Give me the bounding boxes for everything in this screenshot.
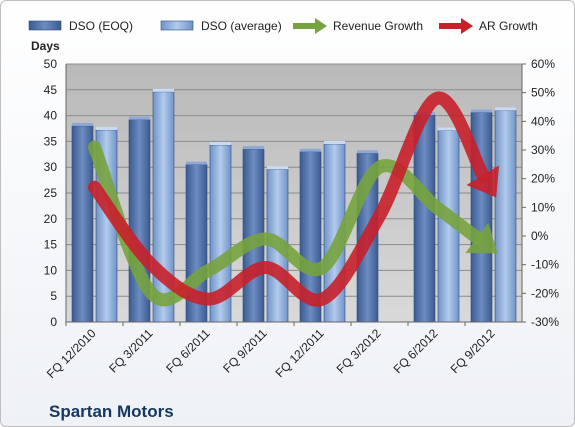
arrow-line	[88, 140, 484, 307]
arrow-head	[466, 165, 500, 198]
bar-cap	[495, 107, 516, 111]
y-right-tick-label: -20%	[531, 286, 559, 300]
legend-label: Revenue Growth	[333, 19, 423, 33]
y-right-tick-label: 10%	[531, 200, 555, 214]
y-right-tick-label: -30%	[531, 315, 559, 329]
bar	[71, 125, 94, 323]
legend-label: DSO (EOQ)	[69, 19, 133, 33]
bar-cap	[438, 127, 459, 131]
y-left-tick-label: 0	[50, 315, 57, 329]
x-tick-label: FQ 12/2010	[44, 326, 99, 381]
y-right-tick-label: 30%	[531, 143, 555, 157]
y-right-tick-label: 60%	[531, 57, 555, 71]
x-tick-label: FQ 12/2011	[273, 326, 327, 380]
bar-cap	[471, 109, 492, 113]
y-right-tick-label: 50%	[531, 86, 555, 100]
y-left-tick-label: 15	[44, 238, 58, 252]
legend-label: DSO (average)	[201, 19, 282, 33]
y-left-tick-label: 10	[44, 263, 58, 277]
bar-cap	[153, 88, 174, 92]
x-tick-label: FQ 3/2011	[106, 326, 156, 376]
y-right-tick-label: -10%	[531, 258, 559, 272]
y-left-tick-label: 40	[44, 109, 58, 123]
y-left-tick-label: 45	[44, 83, 58, 97]
y-left-axis-label: Days	[31, 39, 60, 53]
bar	[413, 114, 436, 323]
legend-item: Revenue Growth	[293, 18, 423, 34]
legend-label: AR Growth	[479, 19, 538, 33]
y-left-tick-label: 5	[50, 289, 57, 303]
y-left-tick-label: 20	[44, 212, 58, 226]
y-right-tick-label: 40%	[531, 114, 555, 128]
legend: DSO (EOQ) DSO (average) Revenue Growth AR G…	[28, 18, 538, 34]
arrow-line	[88, 91, 490, 307]
bar-cap	[72, 122, 93, 126]
y-left-tick-label: 25	[44, 186, 58, 200]
x-tick-label: FQ 3/2012	[334, 326, 384, 376]
company-name: Spartan Motors	[49, 402, 174, 421]
bar-cap	[324, 140, 345, 144]
x-tick-label: FQ 6/2012	[391, 326, 441, 376]
y-right-tick-label: 20%	[531, 172, 555, 186]
x-tick-label: FQ 6/2011	[163, 326, 213, 376]
legend-swatch-head	[315, 18, 327, 34]
x-tick-label: FQ 9/2011	[220, 326, 270, 376]
bar-cap	[300, 148, 321, 152]
legend-item: DSO (EOQ)	[28, 19, 133, 33]
legend-item: DSO (average)	[160, 19, 282, 33]
arrow-head	[465, 222, 498, 254]
bar-cap	[267, 166, 288, 170]
y-right-tick-label: 0%	[531, 229, 549, 243]
bar-cap	[357, 150, 378, 154]
x-tick-label: FQ 9/2012	[448, 326, 498, 376]
y-left-tick-label: 50	[44, 57, 58, 71]
y-left-tick-label: 35	[44, 134, 58, 148]
legend-swatch	[28, 20, 62, 31]
bar-cap	[96, 127, 117, 131]
growth-arrows	[88, 91, 500, 307]
bar-cap	[186, 161, 207, 165]
legend-item: AR Growth	[439, 18, 538, 34]
y-left-tick-label: 30	[44, 160, 58, 174]
bar-cap	[243, 146, 264, 150]
bar-cap	[210, 142, 231, 146]
legend-swatch-head	[461, 18, 473, 34]
bar	[494, 110, 517, 323]
legend-swatch	[160, 20, 194, 31]
bar-cap	[129, 116, 150, 120]
